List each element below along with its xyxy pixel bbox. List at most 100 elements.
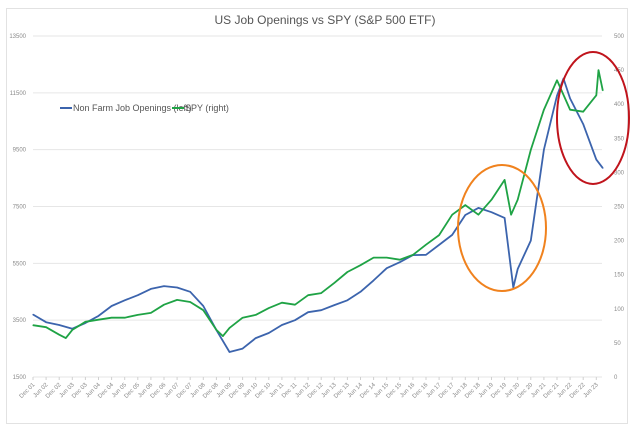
job-openings-point [189,291,191,293]
spy-point [451,214,453,216]
job-openings-point [307,311,309,313]
job-openings-line [32,77,604,353]
job-openings-point [150,288,152,290]
y-left-ticks: 1500 3500 5500 7500 9500 11500 13500 [9,34,26,381]
job-openings-point [268,332,270,334]
job-openings-point [543,149,545,151]
spy-point [510,214,512,216]
job-openings-point [346,299,348,301]
y-right-tick-label: 300 [614,170,625,176]
job-openings-point [294,319,296,321]
y-right-tick-label: 400 [614,102,625,108]
spy-point [215,329,217,331]
spy-point [307,294,309,296]
red-highlight-ellipse [556,51,630,185]
spy-point [490,199,493,201]
job-openings-point [176,286,178,289]
orange-highlight-ellipse [457,164,547,292]
y-right-tick-label: 350 [614,136,625,142]
spy-point [399,259,401,261]
job-openings-point [425,254,427,256]
spy-point [58,334,60,336]
spy-point [32,324,34,326]
spy-point [111,317,113,319]
y-right-tick-label: 500 [614,34,625,40]
spy-point [97,319,100,321]
job-openings-point [438,244,440,246]
chart-title: US Job Openings vs SPY (S&P 500 ETF) [215,13,436,27]
spy-point [163,304,165,306]
job-openings-point [124,299,126,301]
y-left-tick-label: 11500 [10,91,27,97]
job-openings-point [530,240,532,242]
y-right-tick-label: 200 [614,239,625,245]
y-left-tick-label: 3500 [13,318,27,324]
spy-point [137,314,139,316]
job-openings-point [111,305,113,307]
series-lines [32,69,604,353]
spy-point [477,214,479,216]
spy-point [425,244,427,246]
spy-point [222,335,224,337]
job-openings-point [595,159,597,161]
job-openings-point [228,351,231,353]
y-right-tick-label: 50 [614,341,621,347]
spy-point [65,337,67,339]
y-left-tick-label: 5500 [13,261,27,267]
spy-point [150,312,152,314]
job-openings-point [602,167,604,169]
spy-point [124,317,126,319]
job-openings-point [242,347,244,350]
spy-point [412,254,414,256]
spy-point [268,307,270,309]
y-right-tick-label: 100 [614,307,625,313]
spy-point [176,299,178,301]
spy-point [517,199,519,201]
job-openings-point [512,286,514,289]
spy-point [255,314,257,316]
spy-point [228,327,231,329]
y-left-tick-label: 7500 [13,205,27,211]
spy-point [504,179,506,181]
spy-point [333,282,335,284]
job-openings-point [399,261,401,263]
chart-frame [6,8,628,424]
job-openings-point [582,123,584,125]
spy-point [346,271,348,273]
job-openings-point [58,324,60,326]
legend-label-spy: SPY (right) [185,103,229,113]
job-openings-point [281,324,283,326]
spy-point [189,301,191,303]
job-openings-point [517,268,519,270]
spy-point [202,309,204,311]
spy-point [530,149,532,151]
job-openings-point [97,315,100,317]
job-openings-point [359,291,362,293]
spy-point [281,302,283,304]
job-openings-point [202,305,204,307]
spy-point [569,109,571,111]
y-right-tick-label: 250 [614,205,625,211]
y-right-tick-label: 0 [614,375,618,381]
spy-point [242,317,244,319]
y-left-tick-label: 9500 [13,148,27,154]
job-openings-point [45,321,47,323]
job-openings-point [163,285,165,287]
spy-point [582,111,584,113]
job-openings-point [477,207,479,209]
spy-point [294,304,296,306]
spy-point [464,204,466,206]
spy-point [595,94,597,96]
job-openings-point [569,97,571,100]
job-openings-point [386,267,388,269]
job-openings-point [490,211,493,213]
job-openings-point [255,337,257,339]
job-openings-point [464,214,466,216]
spy-point [45,326,47,328]
spy-point [597,69,600,71]
spy-point [386,257,388,259]
job-openings-point [320,309,322,311]
